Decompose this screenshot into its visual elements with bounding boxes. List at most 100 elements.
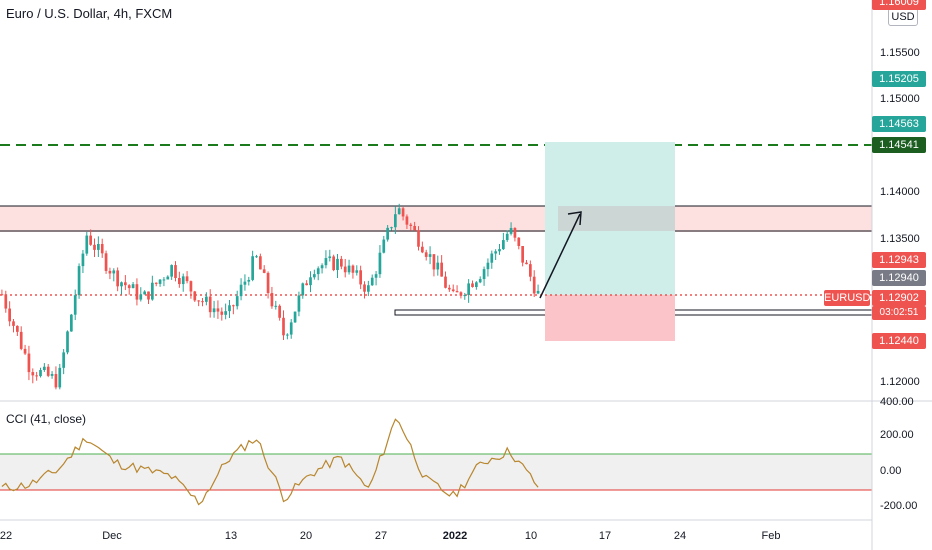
candle-body: [27, 353, 31, 373]
candle-body: [232, 305, 235, 307]
candle-body: [39, 370, 42, 377]
candle-body: [81, 253, 85, 267]
candle-body: [494, 251, 497, 254]
candle-body: [336, 258, 339, 271]
candle-body: [513, 228, 517, 238]
time-tick: 20: [299, 530, 313, 542]
price-pane[interactable]: [0, 142, 873, 390]
candle-body: [432, 254, 436, 270]
candle-body: [478, 279, 482, 283]
candle-body: [463, 295, 467, 297]
candle-body: [305, 283, 308, 286]
candle-body: [228, 305, 231, 312]
candle-body: [77, 266, 81, 296]
candle-body: [521, 246, 524, 263]
price-tick: 1.15500: [880, 47, 920, 59]
candle-body: [467, 283, 470, 296]
candle-body: [340, 258, 343, 267]
candle-body: [16, 325, 19, 332]
candle-body: [451, 289, 455, 292]
candle-body: [23, 348, 27, 354]
candle-body: [363, 284, 366, 292]
candle-body: [301, 283, 305, 296]
candle-body: [278, 305, 281, 318]
candle-body: [127, 285, 131, 289]
cci-tick: 400.00: [880, 396, 914, 408]
currency-badge[interactable]: USD: [888, 8, 918, 26]
candle-body: [482, 269, 486, 280]
price-tick: 1.12000: [880, 376, 920, 388]
candle-body: [320, 265, 324, 269]
price-gray-box: [558, 206, 675, 231]
price-tag-target-b: 1.14563: [872, 116, 926, 132]
candle-body: [421, 246, 424, 253]
candle-body: [70, 314, 73, 332]
candle-body: [455, 291, 459, 293]
symbol-title[interactable]: Euro / U.S. Dollar, 4h, FXCM: [6, 6, 173, 21]
candle-body: [328, 256, 332, 259]
price-tick: 1.15000: [880, 93, 920, 105]
projection-arrow-line[interactable]: [539, 213, 581, 299]
cci-pane[interactable]: [0, 418, 872, 506]
candle-body: [85, 235, 89, 254]
cci-title[interactable]: CCI (41, close): [6, 412, 87, 426]
candle-body: [444, 276, 447, 288]
candle-body: [397, 208, 401, 215]
candle-body: [448, 287, 451, 290]
candle-body: [166, 276, 170, 280]
candle-body: [436, 262, 440, 270]
candle-body: [289, 322, 293, 335]
cci-tick: 0.00: [880, 465, 902, 477]
candle-body: [332, 256, 335, 271]
candle-body: [471, 283, 474, 287]
candle-body: [93, 244, 96, 250]
candle-body: [390, 227, 393, 229]
price-tag-green-level: 1.14541: [872, 137, 926, 153]
time-tick: 24: [673, 530, 687, 542]
candle-body: [424, 252, 428, 257]
price-tag-stop: 1.12440: [872, 333, 926, 349]
candle-body: [89, 235, 92, 245]
candle-body: [212, 308, 216, 313]
candle-body: [282, 317, 285, 336]
time-tick: Dec: [102, 530, 122, 542]
time-tick: 2022: [442, 530, 468, 542]
candle-body: [351, 265, 355, 273]
candle-body: [12, 321, 15, 326]
candle-body: [147, 291, 150, 300]
candle-body: [382, 239, 386, 253]
candle-body: [35, 375, 38, 377]
candle-body: [139, 294, 143, 300]
candle-body: [536, 290, 540, 294]
candle-body: [120, 282, 123, 287]
candle-body: [50, 374, 54, 376]
candle-body: [529, 264, 532, 277]
candle-body: [459, 292, 463, 296]
candle-body: [62, 352, 65, 368]
candle-body: [162, 279, 166, 281]
loss-zone: [545, 295, 675, 341]
price-tick: 1.13500: [880, 233, 920, 245]
candle-body: [216, 308, 220, 312]
candle-body: [270, 293, 274, 307]
resistance-zone: [0, 206, 872, 232]
candle-body: [0, 294, 4, 296]
candle-body: [498, 249, 501, 252]
candle-body: [181, 276, 185, 285]
cci-tick: -200.00: [880, 500, 918, 512]
candle-body: [46, 366, 50, 376]
candle-body: [517, 237, 521, 247]
candle-body: [143, 291, 146, 295]
cci-tick: 200.00: [880, 429, 914, 441]
price-tag-top: 1.16009: [872, 0, 926, 10]
candle-body: [359, 270, 362, 285]
projection-arrow-head: [567, 211, 582, 226]
candle-body: [189, 281, 193, 292]
cci-band: [0, 454, 872, 490]
candle-body: [313, 274, 316, 278]
candle-body: [243, 281, 247, 285]
candle-body: [151, 282, 154, 300]
candle-body: [374, 274, 378, 278]
candle-body: [409, 224, 413, 226]
